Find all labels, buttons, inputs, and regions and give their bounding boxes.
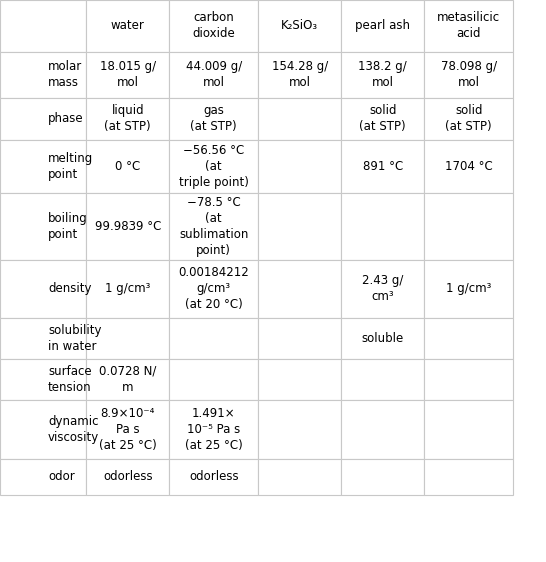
Text: 1 g/cm³: 1 g/cm³: [446, 282, 491, 295]
Bar: [0, 52, 86, 98]
Bar: [258, 193, 341, 260]
Bar: [424, 359, 513, 400]
Bar: [341, 359, 424, 400]
Bar: [258, 459, 341, 495]
Bar: [86, 52, 169, 98]
Bar: [86, 260, 169, 318]
Bar: [258, 140, 341, 193]
Text: metasilicic
acid: metasilicic acid: [437, 11, 500, 40]
Bar: [86, 98, 169, 140]
Text: 18.015 g/
mol: 18.015 g/ mol: [100, 60, 156, 89]
Bar: [169, 318, 258, 359]
Bar: [341, 140, 424, 193]
Bar: [169, 140, 258, 193]
Bar: [86, 359, 169, 400]
Text: 99.9839 °C: 99.9839 °C: [94, 220, 161, 233]
Bar: [86, 193, 169, 260]
Bar: [424, 52, 513, 98]
Bar: [341, 260, 424, 318]
Bar: [341, 52, 424, 98]
Text: pearl ash: pearl ash: [355, 19, 410, 33]
Text: 2.43 g/
cm³: 2.43 g/ cm³: [362, 274, 403, 303]
Bar: [169, 98, 258, 140]
Bar: [86, 0, 169, 52]
Text: 78.098 g/
mol: 78.098 g/ mol: [441, 60, 497, 89]
Bar: [341, 459, 424, 495]
Bar: [258, 98, 341, 140]
Bar: [0, 98, 86, 140]
Text: 138.2 g/
mol: 138.2 g/ mol: [358, 60, 407, 89]
Text: density: density: [48, 282, 92, 295]
Text: 0.0728 N/
m: 0.0728 N/ m: [99, 365, 157, 393]
Text: odorless: odorless: [189, 470, 239, 483]
Text: dynamic
viscosity: dynamic viscosity: [48, 415, 99, 443]
Bar: [424, 318, 513, 359]
Text: soluble: soluble: [361, 332, 404, 345]
Text: 1.491×
10⁻⁵ Pa s
(at 25 °C): 1.491× 10⁻⁵ Pa s (at 25 °C): [185, 406, 242, 452]
Bar: [0, 0, 86, 52]
Text: melting
point: melting point: [48, 152, 93, 181]
Text: −56.56 °C
(at
triple point): −56.56 °C (at triple point): [179, 144, 248, 189]
Bar: [86, 318, 169, 359]
Bar: [341, 193, 424, 260]
Bar: [258, 260, 341, 318]
Bar: [169, 359, 258, 400]
Bar: [341, 98, 424, 140]
Bar: [341, 0, 424, 52]
Bar: [0, 318, 86, 359]
Text: K₂SiO₃: K₂SiO₃: [281, 19, 318, 33]
Bar: [424, 459, 513, 495]
Bar: [0, 260, 86, 318]
Bar: [424, 0, 513, 52]
Bar: [424, 400, 513, 459]
Bar: [341, 400, 424, 459]
Text: odorless: odorless: [103, 470, 152, 483]
Bar: [169, 0, 258, 52]
Text: carbon
dioxide: carbon dioxide: [192, 11, 235, 40]
Text: solid
(at STP): solid (at STP): [446, 105, 492, 133]
Text: solubility
in water: solubility in water: [48, 324, 102, 352]
Text: phase: phase: [48, 112, 84, 125]
Bar: [86, 400, 169, 459]
Bar: [424, 140, 513, 193]
Bar: [341, 318, 424, 359]
Text: 1 g/cm³: 1 g/cm³: [105, 282, 151, 295]
Text: 8.9×10⁻⁴
Pa s
(at 25 °C): 8.9×10⁻⁴ Pa s (at 25 °C): [99, 406, 157, 452]
Text: surface
tension: surface tension: [48, 365, 92, 393]
Text: liquid
(at STP): liquid (at STP): [104, 105, 151, 133]
Text: gas
(at STP): gas (at STP): [191, 105, 237, 133]
Text: boiling
point: boiling point: [48, 212, 88, 241]
Bar: [169, 193, 258, 260]
Bar: [424, 260, 513, 318]
Text: 0.00184212
g/cm³
(at 20 °C): 0.00184212 g/cm³ (at 20 °C): [179, 266, 249, 311]
Bar: [0, 459, 86, 495]
Bar: [86, 459, 169, 495]
Text: water: water: [111, 19, 145, 33]
Bar: [169, 52, 258, 98]
Bar: [258, 52, 341, 98]
Text: 891 °C: 891 °C: [363, 160, 403, 173]
Bar: [169, 260, 258, 318]
Bar: [0, 193, 86, 260]
Text: 1704 °C: 1704 °C: [445, 160, 492, 173]
Bar: [258, 359, 341, 400]
Bar: [169, 400, 258, 459]
Bar: [0, 140, 86, 193]
Text: molar
mass: molar mass: [48, 60, 82, 89]
Bar: [0, 400, 86, 459]
Text: odor: odor: [48, 470, 75, 483]
Text: solid
(at STP): solid (at STP): [359, 105, 406, 133]
Text: 0 °C: 0 °C: [115, 160, 140, 173]
Bar: [0, 359, 86, 400]
Bar: [169, 459, 258, 495]
Bar: [86, 140, 169, 193]
Bar: [258, 0, 341, 52]
Bar: [424, 98, 513, 140]
Bar: [258, 318, 341, 359]
Bar: [258, 400, 341, 459]
Text: −78.5 °C
(at
sublimation
point): −78.5 °C (at sublimation point): [179, 196, 248, 257]
Bar: [424, 193, 513, 260]
Text: 44.009 g/
mol: 44.009 g/ mol: [186, 60, 242, 89]
Text: 154.28 g/
mol: 154.28 g/ mol: [271, 60, 328, 89]
